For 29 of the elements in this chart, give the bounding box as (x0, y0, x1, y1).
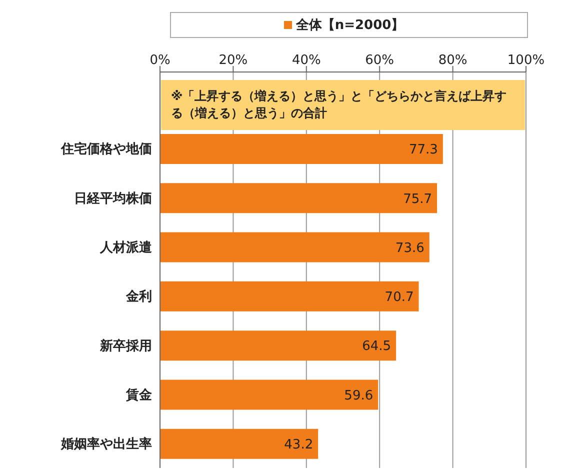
y-tick-label: 金利 (125, 288, 152, 305)
data-label: 43.2 (284, 437, 314, 452)
bar (160, 330, 396, 361)
bar (160, 281, 419, 312)
y-tick-label: 人材派遣 (99, 239, 153, 256)
data-label: 77.3 (408, 142, 438, 158)
y-tick-label: 婚姻率や出生率 (60, 436, 152, 452)
x-tick-label: 60% (365, 53, 394, 68)
y-tick-label: 住宅価格や地価 (60, 141, 152, 158)
data-label: 73.6 (395, 240, 424, 256)
data-label: 64.5 (362, 339, 392, 354)
x-tick-label: 0% (150, 53, 170, 68)
x-tick-label: 80% (438, 53, 468, 68)
data-label: 59.6 (344, 388, 374, 404)
x-tick-label: 100% (507, 53, 545, 68)
x-tick-label: 20% (218, 53, 248, 68)
y-tick-label: 新卒採用 (99, 338, 152, 354)
legend-label: 全体【n=2000】 (296, 18, 404, 33)
note-box: ※「上昇する（増える）と思う」と「どちらかと言えば上昇する（増える）と思う」の合計 (161, 80, 525, 130)
bar (160, 428, 318, 459)
bar (160, 183, 438, 214)
y-tick-label: 日経平均株価 (74, 191, 152, 206)
x-tick-label: 40% (292, 53, 321, 68)
y-tick-label: 賃金 (125, 388, 153, 403)
bar (160, 134, 443, 164)
bar (160, 380, 378, 410)
bar (160, 232, 430, 262)
data-label: 70.7 (384, 290, 414, 306)
data-label: 75.7 (403, 192, 432, 207)
